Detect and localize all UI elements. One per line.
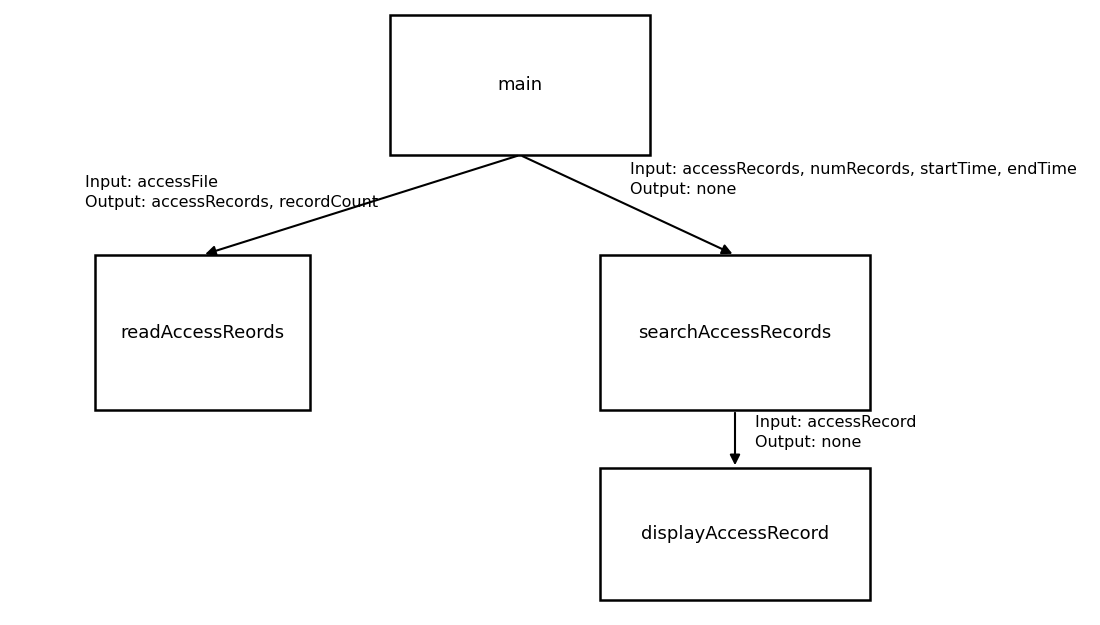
Bar bbox=[95, 255, 310, 410]
Text: Input: accessRecord
Output: none: Input: accessRecord Output: none bbox=[755, 415, 916, 450]
Text: displayAccessRecord: displayAccessRecord bbox=[641, 525, 829, 543]
Text: Input: accessFile
Output: accessRecords, recordCount: Input: accessFile Output: accessRecords,… bbox=[85, 175, 378, 210]
Bar bbox=[390, 15, 650, 155]
Bar bbox=[600, 255, 870, 410]
Text: searchAccessRecords: searchAccessRecords bbox=[638, 324, 832, 341]
Text: readAccessReords: readAccessReords bbox=[120, 324, 285, 341]
Text: Input: accessRecords, numRecords, startTime, endTime
Output: none: Input: accessRecords, numRecords, startT… bbox=[630, 162, 1077, 197]
Bar bbox=[600, 468, 870, 600]
Text: main: main bbox=[497, 76, 542, 94]
